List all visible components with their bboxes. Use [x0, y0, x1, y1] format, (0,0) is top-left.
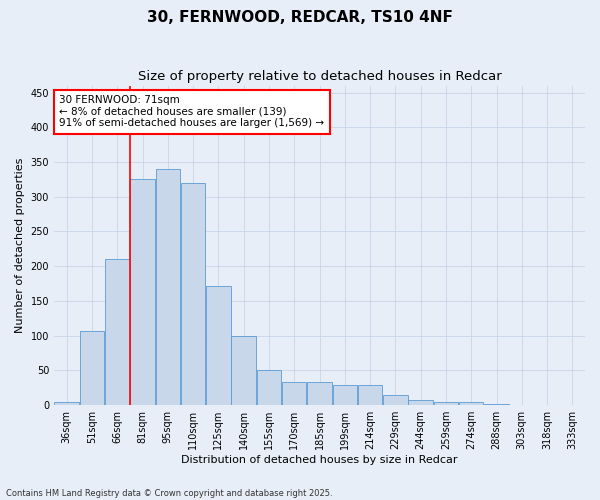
Bar: [358, 385, 382, 405]
Text: Contains HM Land Registry data © Crown copyright and database right 2025.: Contains HM Land Registry data © Crown c…: [6, 488, 332, 498]
Bar: [55, 402, 79, 405]
Bar: [105, 260, 130, 405]
Bar: [307, 382, 332, 405]
Bar: [155, 169, 180, 405]
Bar: [332, 385, 357, 405]
Y-axis label: Number of detached properties: Number of detached properties: [15, 158, 25, 333]
Bar: [535, 404, 559, 405]
X-axis label: Distribution of detached houses by size in Redcar: Distribution of detached houses by size …: [181, 455, 458, 465]
Bar: [80, 331, 104, 405]
Bar: [181, 183, 205, 405]
Text: 30, FERNWOOD, REDCAR, TS10 4NF: 30, FERNWOOD, REDCAR, TS10 4NF: [147, 10, 453, 25]
Bar: [232, 336, 256, 405]
Bar: [282, 382, 307, 405]
Bar: [560, 404, 584, 405]
Bar: [509, 404, 534, 405]
Bar: [484, 404, 509, 405]
Bar: [130, 180, 155, 405]
Bar: [257, 370, 281, 405]
Title: Size of property relative to detached houses in Redcar: Size of property relative to detached ho…: [137, 70, 502, 83]
Text: 30 FERNWOOD: 71sqm
← 8% of detached houses are smaller (139)
91% of semi-detache: 30 FERNWOOD: 71sqm ← 8% of detached hous…: [59, 95, 325, 128]
Bar: [434, 402, 458, 405]
Bar: [383, 395, 407, 405]
Bar: [409, 400, 433, 405]
Bar: [206, 286, 230, 405]
Bar: [459, 402, 484, 405]
